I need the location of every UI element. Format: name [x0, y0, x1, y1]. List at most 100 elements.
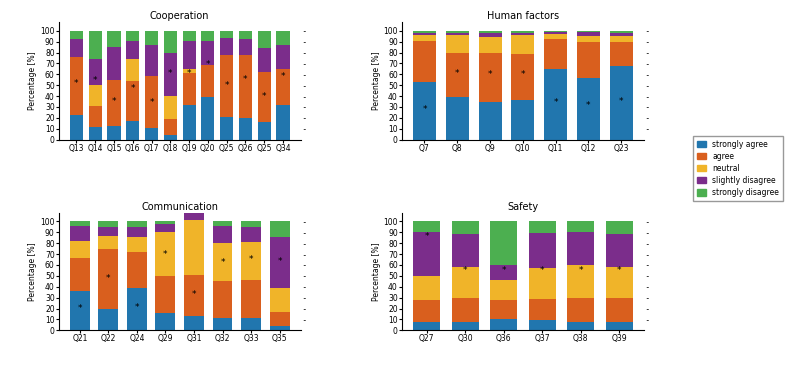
Text: *: *: [540, 266, 544, 275]
Bar: [155, 313, 175, 330]
Bar: [528, 233, 556, 268]
Text: *: *: [277, 257, 282, 266]
Bar: [89, 127, 102, 140]
Text: *: *: [487, 70, 492, 79]
Bar: [155, 276, 175, 313]
Bar: [451, 267, 479, 298]
Text: *: *: [617, 266, 622, 275]
Bar: [544, 34, 567, 39]
Bar: [70, 258, 89, 291]
Title: Cooperation: Cooperation: [150, 11, 210, 21]
Bar: [70, 39, 83, 57]
Bar: [127, 237, 147, 252]
Bar: [70, 57, 83, 115]
Text: *: *: [422, 105, 427, 114]
Bar: [220, 39, 233, 55]
Text: *: *: [149, 98, 154, 107]
Bar: [606, 221, 633, 235]
Bar: [201, 97, 214, 140]
Bar: [257, 122, 271, 140]
Text: *: *: [520, 70, 525, 79]
Bar: [89, 85, 102, 106]
Text: *: *: [74, 79, 79, 88]
Bar: [479, 102, 502, 140]
Bar: [183, 105, 195, 140]
Text: *: *: [262, 92, 266, 101]
Text: *: *: [502, 266, 506, 275]
Bar: [568, 321, 594, 330]
Bar: [269, 288, 290, 312]
Bar: [184, 205, 204, 220]
Text: *: *: [586, 101, 590, 110]
Title: Human factors: Human factors: [487, 11, 559, 21]
Bar: [257, 72, 271, 122]
Bar: [89, 59, 102, 85]
Bar: [568, 221, 594, 232]
Bar: [490, 300, 517, 319]
Bar: [511, 31, 535, 33]
Bar: [155, 221, 175, 224]
Bar: [70, 291, 89, 330]
Bar: [257, 31, 271, 48]
Bar: [201, 40, 214, 65]
Bar: [164, 96, 177, 119]
Bar: [610, 66, 633, 140]
Bar: [213, 226, 232, 243]
Bar: [269, 326, 290, 330]
Bar: [413, 31, 436, 33]
Bar: [213, 281, 232, 318]
Bar: [479, 33, 502, 37]
Bar: [511, 35, 535, 54]
Bar: [145, 45, 158, 76]
Bar: [184, 316, 204, 330]
Bar: [108, 47, 121, 80]
Bar: [241, 242, 261, 280]
Bar: [155, 232, 175, 276]
Bar: [239, 118, 252, 140]
Bar: [98, 248, 119, 309]
Title: Communication: Communication: [141, 202, 218, 212]
Text: *: *: [249, 255, 254, 264]
Legend: strongly agree, agree, neutral, slightly disagree, strongly disagree: strongly agree, agree, neutral, slightly…: [693, 136, 783, 201]
Bar: [108, 126, 121, 140]
Text: *: *: [93, 76, 97, 86]
Bar: [413, 321, 440, 330]
Y-axis label: Percentage [%]: Percentage [%]: [28, 242, 38, 301]
Bar: [577, 31, 600, 32]
Bar: [213, 243, 232, 281]
Bar: [413, 33, 436, 35]
Bar: [446, 97, 469, 140]
Bar: [413, 276, 440, 300]
Bar: [577, 77, 600, 140]
Bar: [577, 32, 600, 36]
Text: *: *: [78, 304, 82, 313]
Bar: [184, 220, 204, 275]
Bar: [239, 31, 252, 39]
Bar: [606, 298, 633, 321]
Bar: [70, 221, 89, 226]
Bar: [490, 280, 517, 300]
Bar: [127, 227, 147, 237]
Bar: [213, 318, 232, 330]
Bar: [126, 40, 139, 59]
Bar: [269, 237, 290, 288]
Bar: [164, 52, 177, 96]
Bar: [446, 35, 469, 52]
Bar: [145, 128, 158, 140]
Title: Safety: Safety: [507, 202, 539, 212]
Bar: [446, 33, 469, 35]
Text: *: *: [130, 84, 135, 93]
Bar: [276, 45, 290, 69]
Bar: [544, 39, 567, 69]
Bar: [568, 298, 594, 321]
Bar: [257, 48, 271, 72]
Bar: [70, 241, 89, 258]
Bar: [544, 31, 567, 32]
Bar: [479, 31, 502, 33]
Bar: [98, 236, 119, 248]
Bar: [145, 76, 158, 128]
Bar: [164, 119, 177, 135]
Text: *: *: [243, 75, 248, 84]
Bar: [568, 265, 594, 298]
Bar: [127, 221, 147, 227]
